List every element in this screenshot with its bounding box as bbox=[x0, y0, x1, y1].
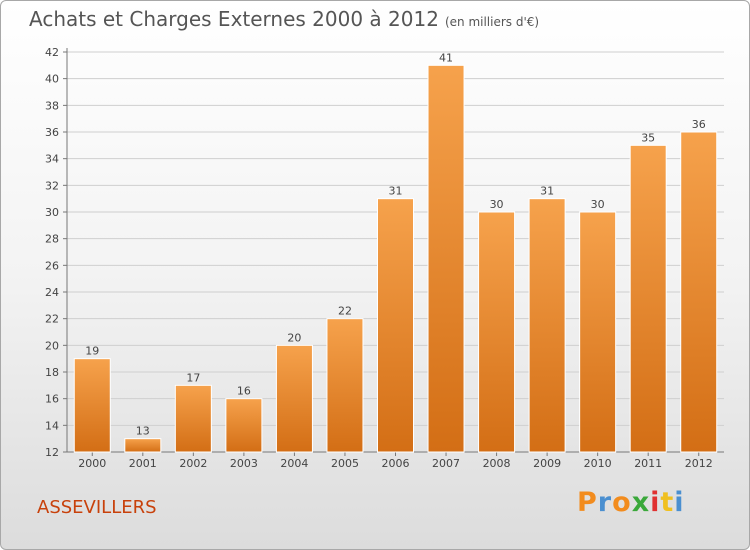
x-tick-label-2012: 2012 bbox=[685, 457, 713, 470]
data-label-2002: 17 bbox=[186, 371, 200, 384]
data-label-2006: 31 bbox=[389, 185, 403, 198]
y-tick-label: 14 bbox=[45, 419, 59, 432]
x-tick-label-2005: 2005 bbox=[331, 457, 359, 470]
data-label-2004: 20 bbox=[287, 331, 301, 344]
bar-2010 bbox=[579, 211, 617, 453]
y-tick-label: 24 bbox=[45, 286, 59, 299]
data-label-2008: 30 bbox=[490, 198, 504, 211]
bar-2002 bbox=[174, 384, 212, 453]
y-tick-label: 36 bbox=[45, 126, 59, 139]
x-tick-label-2007: 2007 bbox=[432, 457, 460, 470]
logo-letter: i bbox=[674, 487, 685, 518]
logo-letter: x bbox=[631, 487, 651, 518]
bar-2009 bbox=[528, 198, 566, 453]
data-label-2010: 30 bbox=[591, 198, 605, 211]
bar-2006 bbox=[377, 198, 414, 453]
y-tick-label: 18 bbox=[45, 366, 59, 379]
data-label-2000: 19 bbox=[85, 345, 99, 358]
chart-title-text: Achats et Charges Externes 2000 à 2012 bbox=[29, 7, 439, 31]
data-label-2009: 31 bbox=[540, 185, 554, 198]
data-label-2007: 41 bbox=[439, 51, 453, 64]
bar-2000 bbox=[73, 358, 111, 453]
logo-letter: r bbox=[597, 487, 613, 518]
x-tick-label-2000: 2000 bbox=[78, 457, 106, 470]
y-tick-label: 22 bbox=[45, 313, 59, 326]
logo-letter: P bbox=[577, 487, 598, 518]
y-tick-label: 30 bbox=[45, 206, 59, 219]
proxiti-logo[interactable]: Proxiti bbox=[577, 487, 685, 518]
bar-2001 bbox=[124, 438, 162, 453]
bar-2003 bbox=[225, 398, 263, 453]
x-tick-label-2010: 2010 bbox=[584, 457, 612, 470]
place-name: ASSEVILLERS bbox=[37, 497, 157, 518]
x-tick-label-2002: 2002 bbox=[179, 457, 207, 470]
logo-letter: o bbox=[612, 487, 632, 518]
bar-2012 bbox=[680, 131, 718, 453]
y-tick-label: 28 bbox=[45, 233, 59, 246]
data-label-2003: 16 bbox=[237, 385, 251, 398]
labels: 12 14 16 18 20 22 24 26 28 30 32 34 36 38 40 42 19 2000 13… bbox=[45, 46, 713, 470]
bar-2005 bbox=[326, 318, 364, 453]
y-tick-label: 16 bbox=[45, 393, 59, 406]
bars bbox=[73, 64, 718, 453]
chart-title: Achats et Charges Externes 2000 à 2012 (e… bbox=[29, 7, 539, 31]
x-tick-label-2006: 2006 bbox=[382, 457, 410, 470]
x-tick-label-2003: 2003 bbox=[230, 457, 258, 470]
y-tick-label: 38 bbox=[45, 99, 59, 112]
chart-subtitle: (en milliers d'€) bbox=[444, 15, 540, 29]
data-label-2012: 36 bbox=[692, 118, 706, 131]
bar-2011 bbox=[629, 144, 667, 453]
y-tick-label: 40 bbox=[45, 73, 59, 86]
x-tick-label-2001: 2001 bbox=[129, 457, 157, 470]
y-tick-label: 26 bbox=[45, 259, 59, 272]
bar-2007 bbox=[427, 64, 465, 453]
x-tick-label-2008: 2008 bbox=[483, 457, 511, 470]
logo-letter: i bbox=[650, 487, 661, 518]
logo-letter: t bbox=[660, 487, 675, 518]
y-tick-label: 20 bbox=[45, 339, 59, 352]
data-label-2011: 35 bbox=[641, 131, 655, 144]
y-tick-label: 32 bbox=[45, 179, 59, 192]
y-tick-label: 12 bbox=[45, 446, 59, 459]
x-tick-label-2009: 2009 bbox=[533, 457, 561, 470]
data-label-2001: 13 bbox=[136, 425, 150, 438]
data-label-2005: 22 bbox=[338, 305, 352, 318]
y-tick-label: 34 bbox=[45, 153, 59, 166]
x-tick-label-2004: 2004 bbox=[280, 457, 308, 470]
x-tick-label-2011: 2011 bbox=[634, 457, 662, 470]
bar-2004 bbox=[275, 344, 313, 453]
bar-2008 bbox=[478, 211, 516, 453]
y-tick-label: 42 bbox=[45, 46, 59, 59]
